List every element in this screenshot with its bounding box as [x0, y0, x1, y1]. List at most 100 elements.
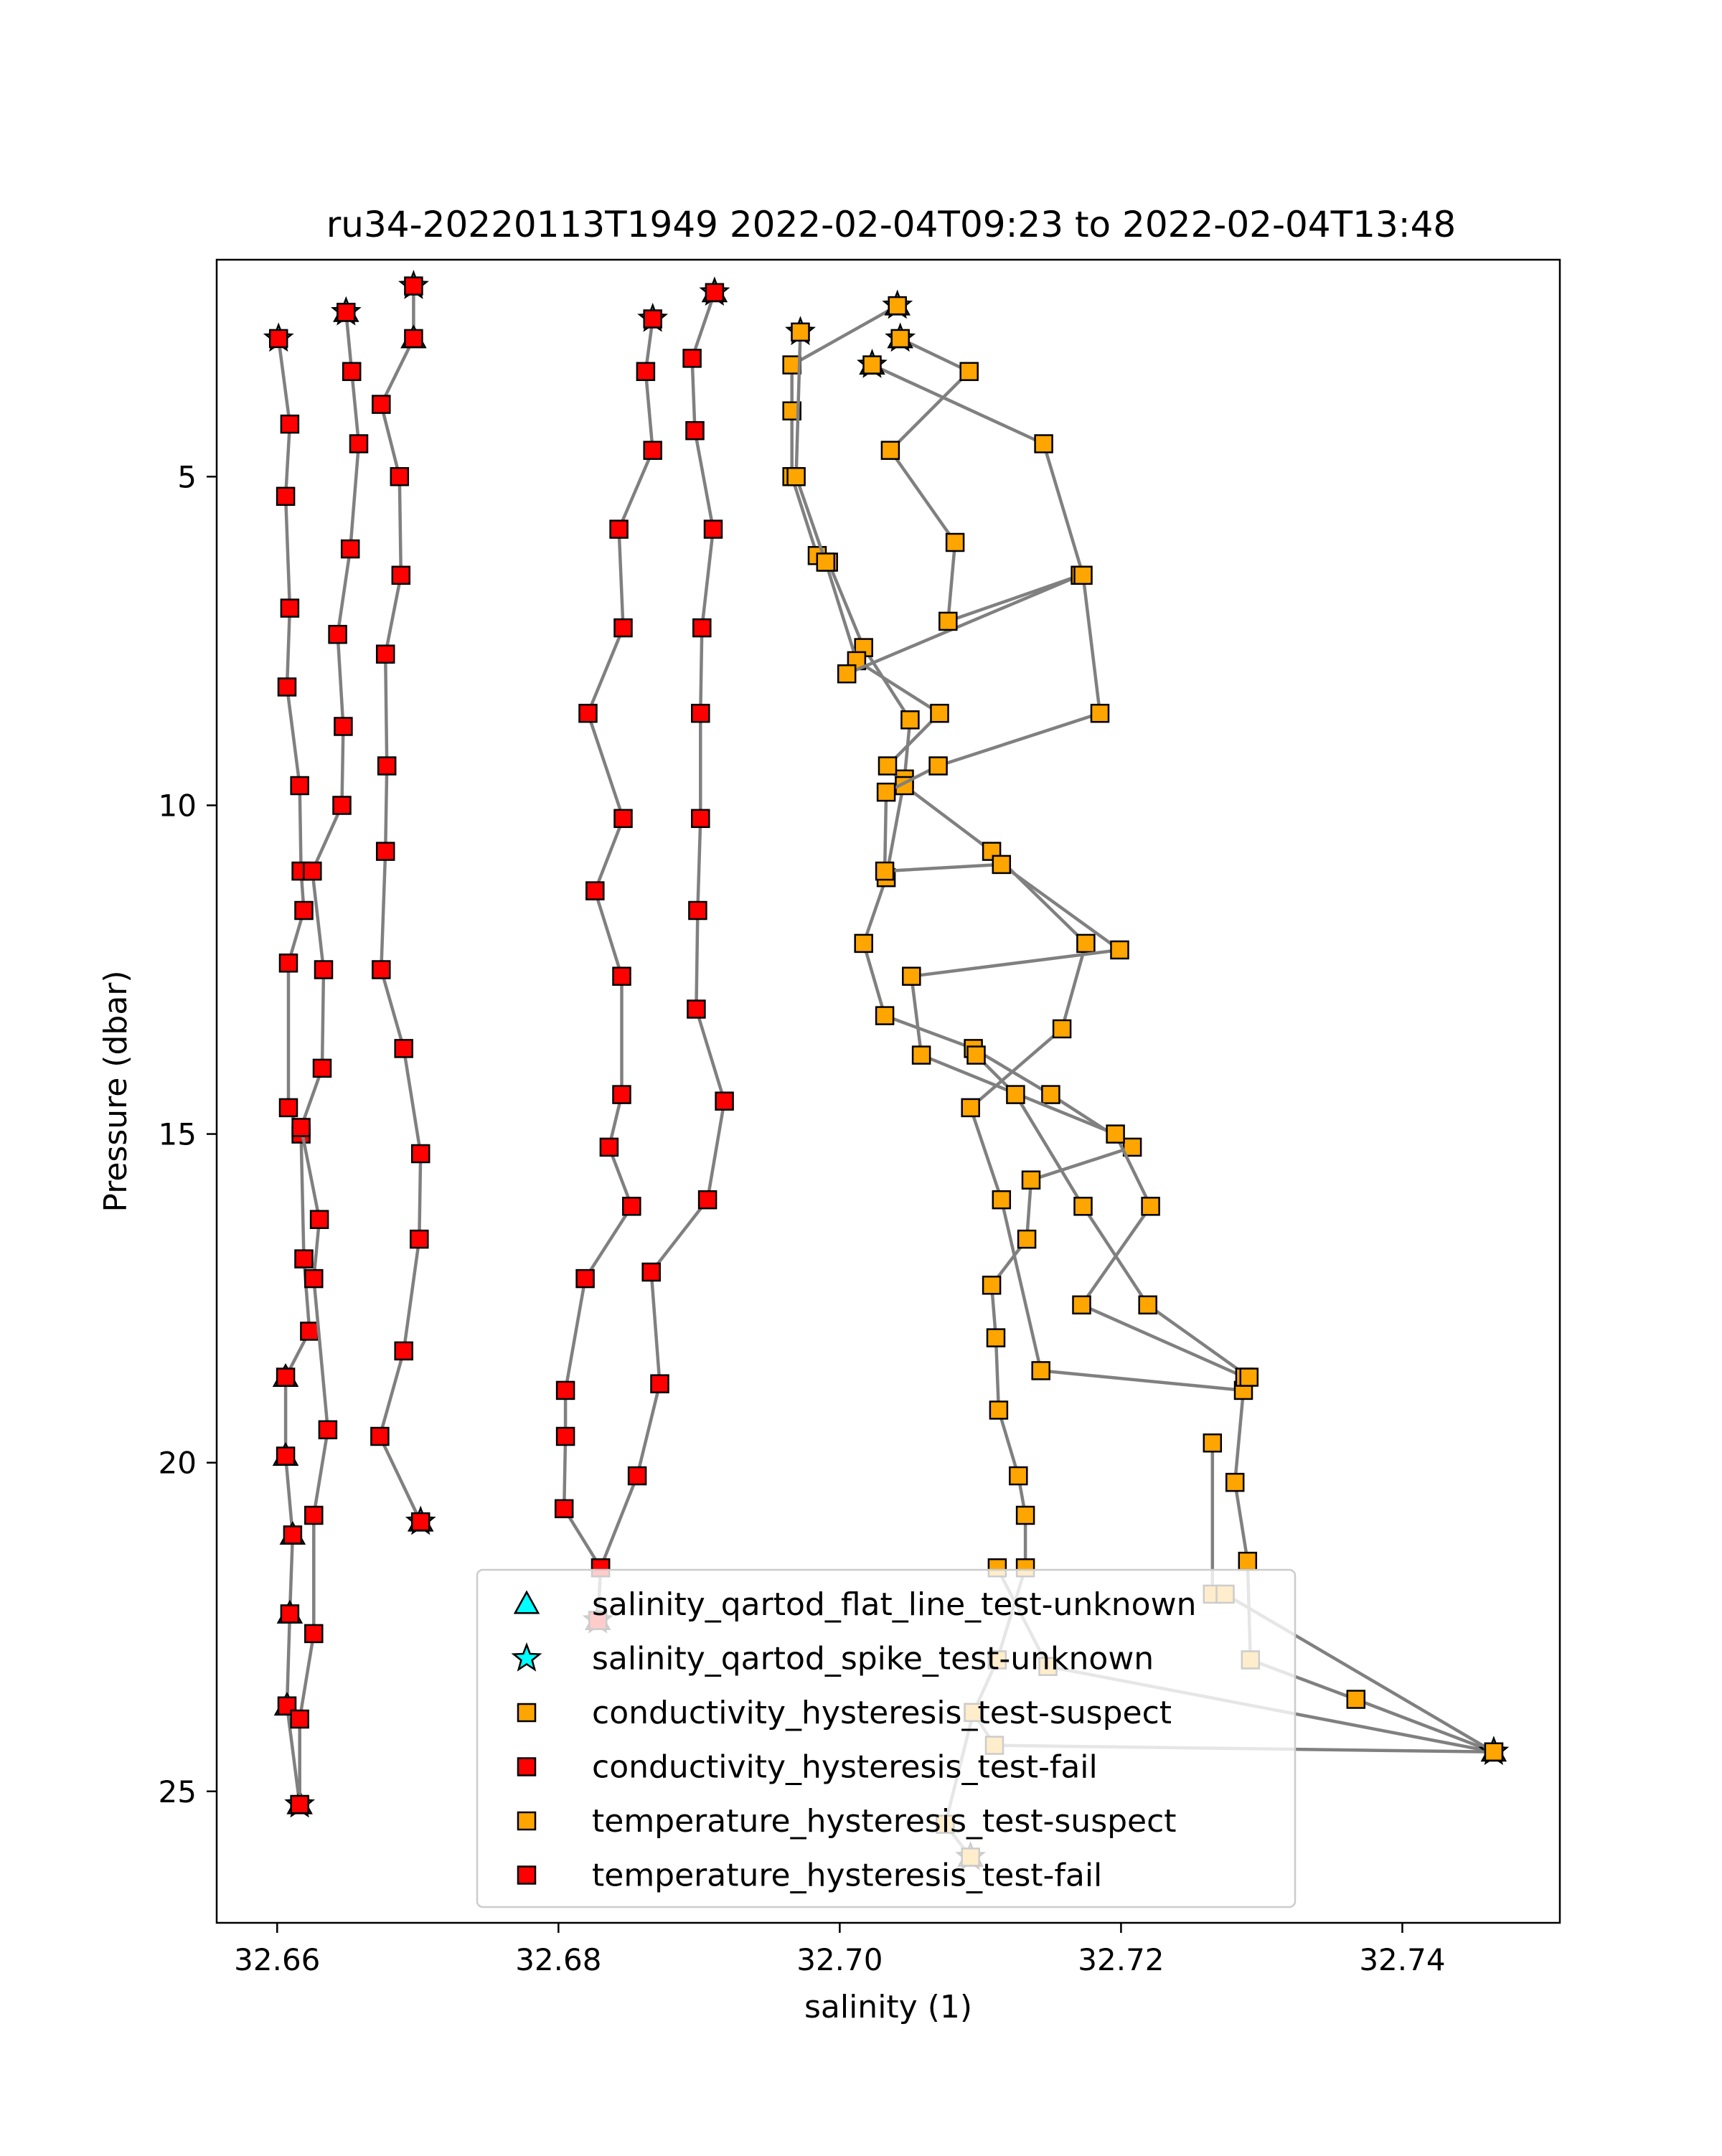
hysteresis-marker [1346, 1690, 1366, 1709]
hysteresis-marker [1031, 1361, 1050, 1380]
hysteresis-marker [575, 1268, 595, 1289]
hysteresis-marker [609, 519, 629, 539]
hysteresis-marker [372, 395, 391, 414]
plot-frame [215, 258, 1561, 1924]
hysteresis-marker [703, 519, 723, 539]
hysteresis-marker [786, 467, 806, 486]
hysteresis-marker [370, 1426, 390, 1446]
hysteresis-marker [966, 1045, 986, 1065]
y-tick-label: 25 [159, 1774, 197, 1809]
hysteresis-marker [636, 362, 656, 382]
hysteresis-marker [340, 539, 360, 559]
hysteresis-marker [816, 552, 836, 572]
hysteresis-marker [1090, 703, 1110, 723]
x-tick-label: 32.70 [796, 1942, 883, 1977]
hysteresis-marker [1034, 434, 1053, 453]
hysteresis-marker [304, 1624, 324, 1644]
hysteresis-marker [410, 1512, 430, 1532]
hysteresis-marker [375, 842, 395, 861]
hysteresis-marker [280, 414, 300, 434]
hysteresis-marker [303, 861, 322, 881]
hysteresis-marker [791, 322, 810, 342]
hysteresis-marker [1239, 1367, 1259, 1387]
hysteresis-marker [890, 329, 910, 349]
legend-marker [517, 1703, 537, 1723]
hysteresis-marker [692, 618, 712, 638]
hysteresis-marker [992, 1190, 1012, 1210]
hysteresis-marker [290, 1709, 309, 1729]
hysteresis-marker [911, 1045, 931, 1065]
hysteresis-marker [599, 1137, 619, 1157]
hysteresis-marker [1009, 1466, 1028, 1486]
hysteresis-marker [375, 644, 395, 664]
hysteresis-marker [349, 434, 369, 453]
legend-entry: salinity_qartod_flat_line_test-unknown [513, 1586, 1196, 1623]
hysteresis-marker [276, 486, 296, 507]
hysteresis-marker [715, 1091, 734, 1111]
hysteresis-marker [1203, 1433, 1223, 1453]
profile-line [596, 292, 726, 1621]
profile-line [298, 312, 361, 1805]
hysteresis-marker [986, 1328, 1006, 1347]
hysteresis-marker [880, 441, 900, 460]
hysteresis-marker [304, 1268, 324, 1289]
profile-series [290, 296, 369, 1814]
hysteresis-marker [938, 611, 958, 631]
legend: salinity_qartod_flat_line_test-unknownsa… [476, 1568, 1297, 1908]
hysteresis-marker [650, 1374, 669, 1393]
y-tick-label: 15 [159, 1117, 197, 1152]
legend-label: salinity_qartod_spike_test-unknown [592, 1641, 1154, 1677]
hysteresis-marker [961, 1098, 980, 1118]
x-tick-label: 32.74 [1359, 1942, 1445, 1977]
hysteresis-marker [1122, 1137, 1142, 1157]
legend-entry: conductivity_hysteresis_test-fail [517, 1749, 1098, 1786]
hysteresis-marker [682, 349, 702, 368]
legend-label: salinity_qartod_flat_line_test-unknown [592, 1586, 1196, 1623]
hysteresis-marker [1015, 1505, 1035, 1525]
legend-label: conductivity_hysteresis_test-fail [592, 1749, 1098, 1786]
hysteresis-marker [705, 283, 725, 303]
x-axis-label: salinity (1) [804, 1989, 972, 2025]
hysteresis-marker [612, 966, 631, 986]
hysteresis-marker [688, 900, 707, 921]
hysteresis-marker [312, 1058, 332, 1078]
hysteresis-marker [900, 710, 920, 730]
hysteresis-marker [278, 1098, 298, 1118]
hysteresis-marker [314, 960, 334, 979]
y-tick-label: 10 [159, 788, 197, 823]
hysteresis-marker [555, 1380, 575, 1401]
hysteresis-marker [982, 1276, 1002, 1295]
hysteresis-marker [1052, 1019, 1072, 1039]
hysteresis-marker [276, 1446, 296, 1466]
legend-marker [517, 1757, 537, 1776]
legend-label: temperature_hysteresis_test-suspect [592, 1803, 1177, 1840]
hysteresis-marker [554, 1499, 574, 1519]
hysteresis-marker [643, 309, 662, 329]
legend-label: temperature_hysteresis_test-fail [592, 1858, 1102, 1894]
profile-line [562, 319, 654, 1621]
hysteresis-marker [862, 355, 882, 375]
profile-line [871, 363, 1251, 1379]
hysteresis-marker [641, 1262, 661, 1282]
hysteresis-marker [342, 362, 362, 382]
hysteresis-marker [1238, 1551, 1258, 1571]
hysteresis-marker [854, 933, 873, 954]
hysteresis-marker [875, 861, 895, 881]
hysteresis-marker [1076, 933, 1096, 954]
legend-marker [511, 1642, 542, 1672]
hysteresis-marker [277, 677, 297, 697]
hysteresis-marker [691, 809, 710, 829]
hysteresis-marker [878, 756, 898, 776]
hysteresis-marker [613, 809, 633, 829]
hysteresis-marker [578, 703, 598, 723]
hysteresis-marker [697, 1190, 718, 1210]
hysteresis-marker [332, 796, 352, 815]
hysteresis-marker [304, 1505, 324, 1525]
hysteresis-marker [1225, 1472, 1245, 1492]
hysteresis-marker [410, 1144, 430, 1164]
hysteresis-marker [613, 618, 633, 638]
hysteresis-marker [337, 303, 356, 322]
legend-frame [476, 1568, 1297, 1908]
